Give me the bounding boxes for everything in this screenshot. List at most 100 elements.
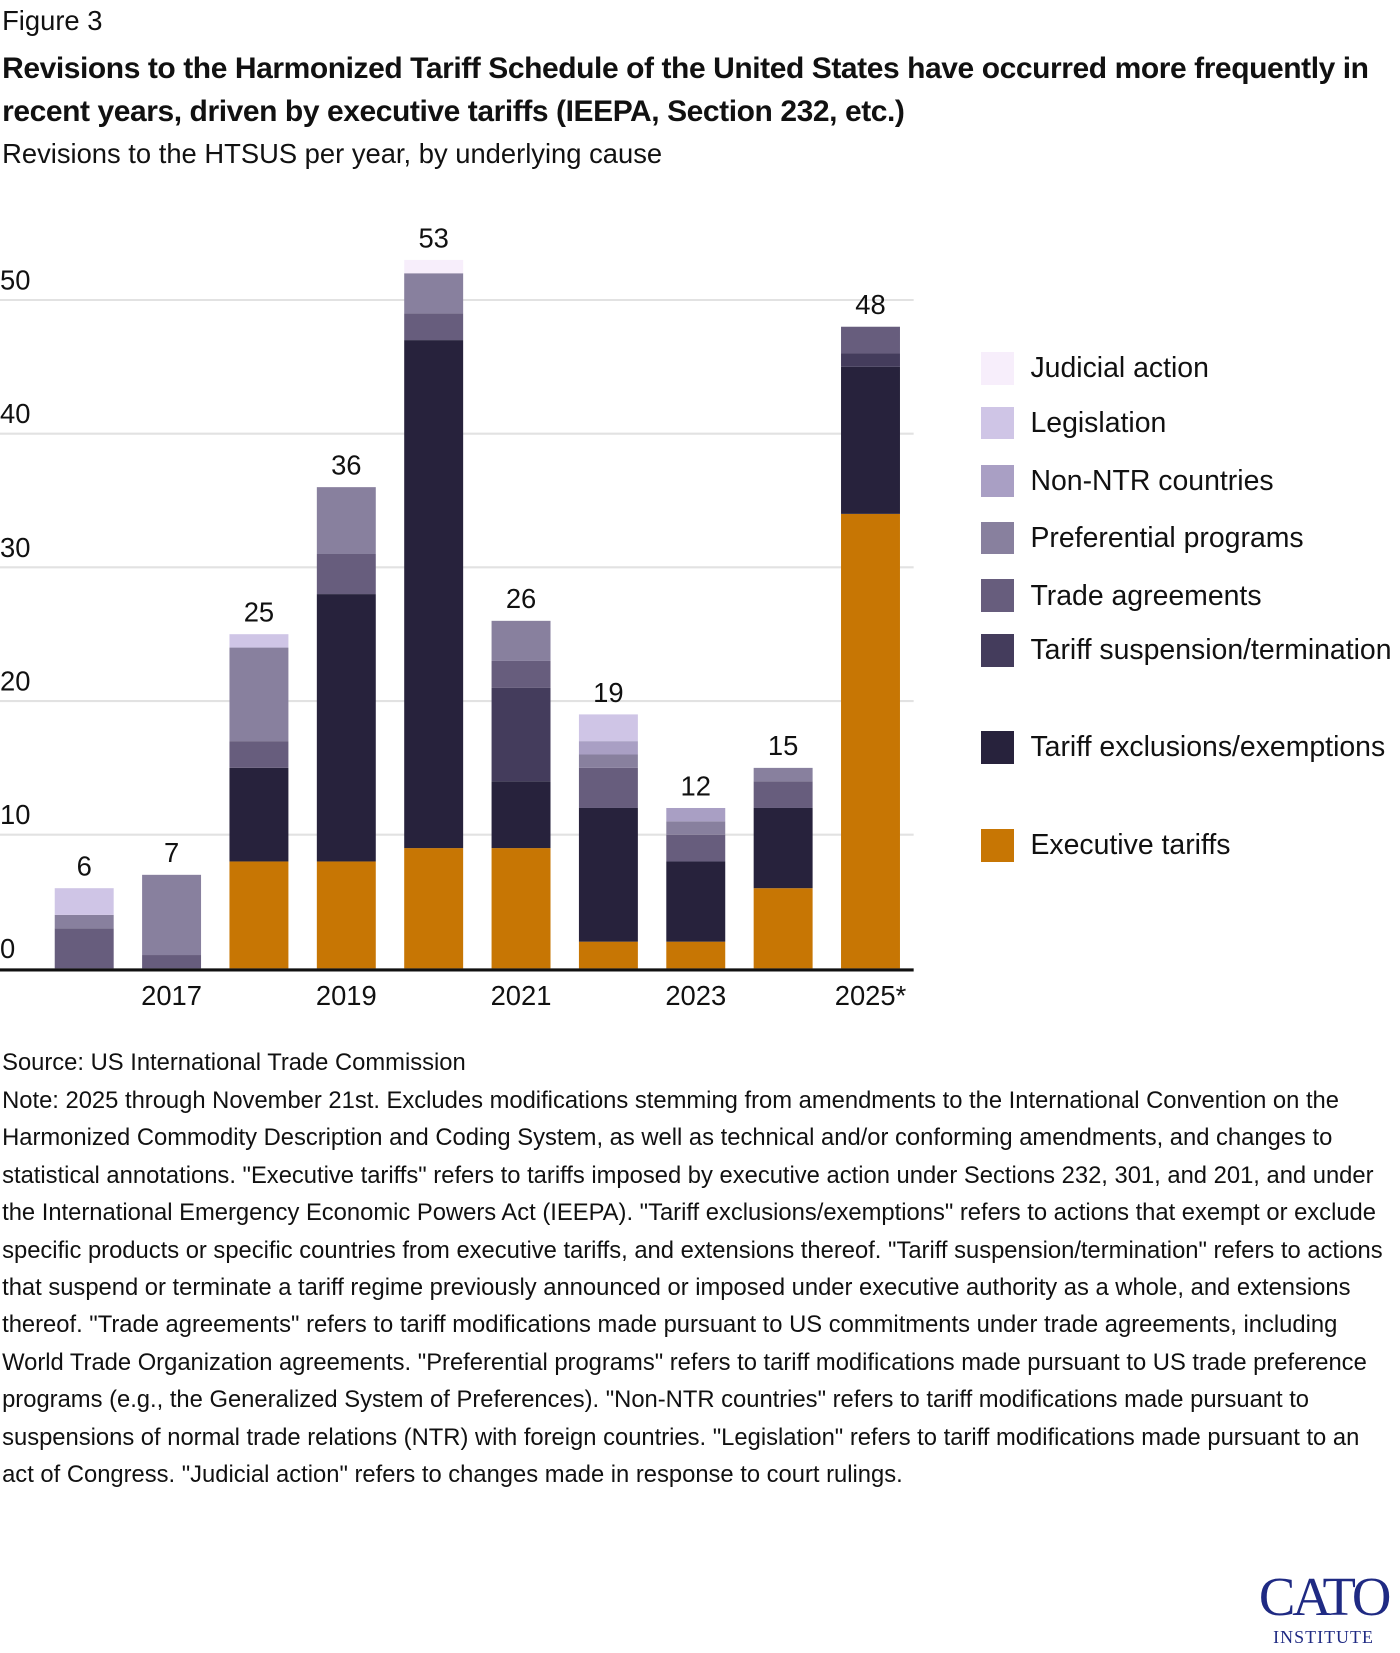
bar-segment (142, 955, 202, 969)
bar-segment (578, 741, 638, 755)
bar-segment (666, 807, 726, 822)
legend-swatch (981, 634, 1014, 667)
note-text: Note: 2025 through November 21st. Exclud… (2, 1086, 1383, 1489)
bar-segment (578, 807, 638, 942)
y-tick-label: 0 (0, 933, 15, 964)
legend-item: Non-NTR countries (981, 460, 1392, 502)
bar-segment (404, 273, 464, 314)
total-label: 7 (164, 837, 179, 868)
legend-item: Legislation (981, 402, 1392, 444)
logo-line1: CATO (1258, 1566, 1391, 1628)
legend-label: Tariff exclusions/exemptions (1030, 731, 1386, 764)
bar-segment (316, 553, 376, 595)
y-tick-label: 40 (0, 398, 30, 429)
bar-segment (753, 767, 813, 782)
bar-segment (578, 767, 638, 808)
bar-segment (229, 861, 289, 969)
total-label: 19 (593, 677, 623, 708)
legend-swatch (981, 352, 1014, 385)
bar-segment (666, 821, 726, 835)
bar-segment (54, 914, 114, 929)
total-label: 25 (244, 597, 274, 628)
notes: Source: US International Trade Commissio… (2, 1044, 1391, 1494)
legend-label: Trade agreements (1030, 579, 1262, 612)
bar-segment (491, 781, 551, 849)
y-tick-label: 50 (0, 264, 30, 295)
bar-segment (753, 781, 813, 808)
bar-segment (841, 326, 900, 354)
legend-item: Preferential programs (981, 517, 1392, 559)
bar-segment (404, 313, 464, 341)
bar-segment (491, 620, 551, 661)
y-tick-label: 10 (0, 799, 30, 830)
bar-segment (142, 874, 202, 956)
bar-segment (841, 353, 900, 367)
header: Figure 3 Revisions to the Harmonized Tar… (2, 4, 1398, 170)
source-text: Source: US International Trade Commissio… (2, 1049, 466, 1077)
x-tick-label: 2023 (665, 980, 726, 1011)
legend-label: Non-NTR countries (1030, 464, 1274, 497)
bar-segment (229, 634, 289, 648)
bar-segment (229, 741, 289, 768)
legend-swatch (981, 406, 1014, 440)
legend-label: Judicial action (1030, 352, 1209, 385)
bar-segment (229, 767, 289, 862)
legend-label: Tariff suspension/termination (1030, 634, 1392, 667)
total-label: 6 (77, 851, 92, 882)
legend-swatch (981, 521, 1014, 555)
bar-segment (404, 340, 464, 849)
legend-swatch (981, 731, 1014, 764)
y-tick-label: 30 (0, 532, 30, 563)
bar-segment (54, 928, 114, 969)
bar-segment (578, 754, 638, 768)
bar-segment (229, 647, 289, 742)
bar-segment (491, 848, 551, 969)
chart-title: Revisions to the Harmonized Tariff Sched… (2, 52, 1369, 128)
x-tick-label: 2019 (316, 980, 377, 1011)
logo-line2: INSTITUTE (1273, 1627, 1374, 1648)
bar-segment (578, 714, 638, 742)
x-tick-label: 2025* (835, 980, 907, 1011)
legend-item: Judicial action (981, 347, 1392, 389)
legend-item: Tariff exclusions/exemptions (981, 726, 1392, 768)
total-label: 12 (681, 770, 711, 801)
total-label: 36 (331, 450, 361, 481)
y-tick-label: 20 (0, 665, 30, 696)
bar-segment (491, 660, 551, 688)
bar-segment (666, 861, 726, 942)
total-label: 48 (855, 289, 885, 320)
bar-segment (54, 888, 114, 915)
bar-segment (578, 941, 638, 969)
bar-segment (841, 366, 900, 514)
legend-swatch (981, 579, 1014, 613)
bar-segment (666, 941, 726, 969)
figure-label: Figure 3 (2, 5, 103, 37)
chart-subtitle: Revisions to the HTSUS per year, by unde… (2, 137, 663, 169)
bar-segment (404, 259, 464, 274)
bar-segment (316, 861, 376, 969)
legend-item: Trade agreements (981, 575, 1392, 617)
x-tick-label: 2017 (141, 980, 202, 1011)
legend-label: Executive tariffs (1030, 829, 1231, 862)
bar-segment (404, 848, 464, 969)
bar-segment (753, 807, 813, 889)
legend-label: Preferential programs (1030, 521, 1304, 554)
total-label: 26 (506, 583, 536, 614)
legend-swatch (981, 464, 1014, 498)
cato-logo: CATO INSTITUTE (1258, 1566, 1391, 1648)
bar-segment (491, 687, 551, 782)
legend-item: Executive tariffs (981, 824, 1392, 866)
x-tick-label: 2021 (491, 980, 552, 1011)
legend-swatch (981, 828, 1014, 862)
legend-label: Legislation (1030, 407, 1167, 440)
bar-segment (841, 513, 900, 969)
bar-segment (316, 487, 376, 554)
bar-segment (666, 834, 726, 862)
bar-segment (753, 888, 813, 969)
total-label: 15 (768, 730, 798, 761)
stacked-bar-chart: 0 10 20 30 40 50 6 7 2017 25 36 2019 53 26 2021 19 12 202… (0, 222, 914, 1011)
bar-segment (316, 594, 376, 862)
total-label: 53 (418, 222, 448, 253)
legend-item: Tariff suspension/termination (981, 629, 1392, 671)
